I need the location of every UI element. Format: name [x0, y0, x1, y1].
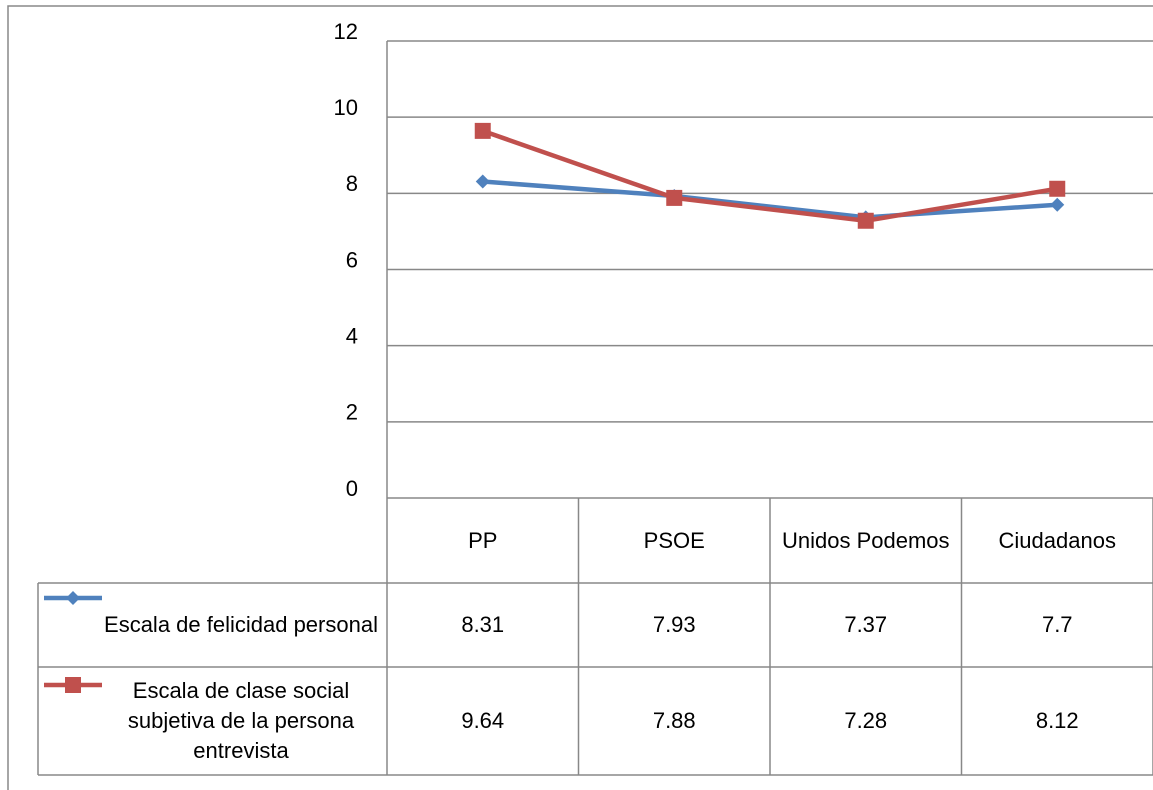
marker	[1050, 197, 1065, 212]
marker	[1049, 180, 1066, 197]
y-tick-label: 0	[346, 476, 358, 501]
data-table-value: 8.31	[461, 612, 505, 637]
category-label: PSOE	[643, 527, 705, 553]
series-line	[482, 128, 1058, 224]
series-line	[482, 179, 1058, 220]
legend-label: Escala de clase social subjetiva de la p…	[127, 678, 355, 763]
y-tick-label: 8	[346, 171, 358, 196]
marker	[857, 212, 874, 229]
y-tick-label: 10	[334, 95, 358, 120]
y-tick-label: 4	[346, 323, 358, 348]
category-label: Ciudadanos	[998, 527, 1116, 553]
data-table-value: 7.28	[844, 708, 888, 733]
marker	[475, 174, 490, 189]
data-table-value: 8.12	[1035, 708, 1079, 733]
category-label: Unidos Podemos	[781, 527, 950, 553]
data-table-value: 7.37	[844, 612, 888, 637]
legend-label: Escala de felicidad personal	[104, 612, 378, 637]
legend-marker	[65, 677, 81, 693]
chart-border	[7, 5, 1153, 790]
marker	[666, 189, 683, 206]
data-table-value: 7.7	[1041, 612, 1073, 637]
data-table-value: 7.88	[652, 708, 696, 733]
y-tick-label: 2	[346, 400, 358, 425]
data-table-value: 7.93	[652, 612, 696, 637]
marker	[474, 122, 491, 139]
category-label: PP	[468, 527, 498, 553]
y-tick-label: 12	[334, 19, 358, 44]
legend-marker	[66, 591, 80, 605]
data-table-value: 9.64	[461, 708, 505, 733]
y-tick-label: 6	[346, 247, 358, 272]
